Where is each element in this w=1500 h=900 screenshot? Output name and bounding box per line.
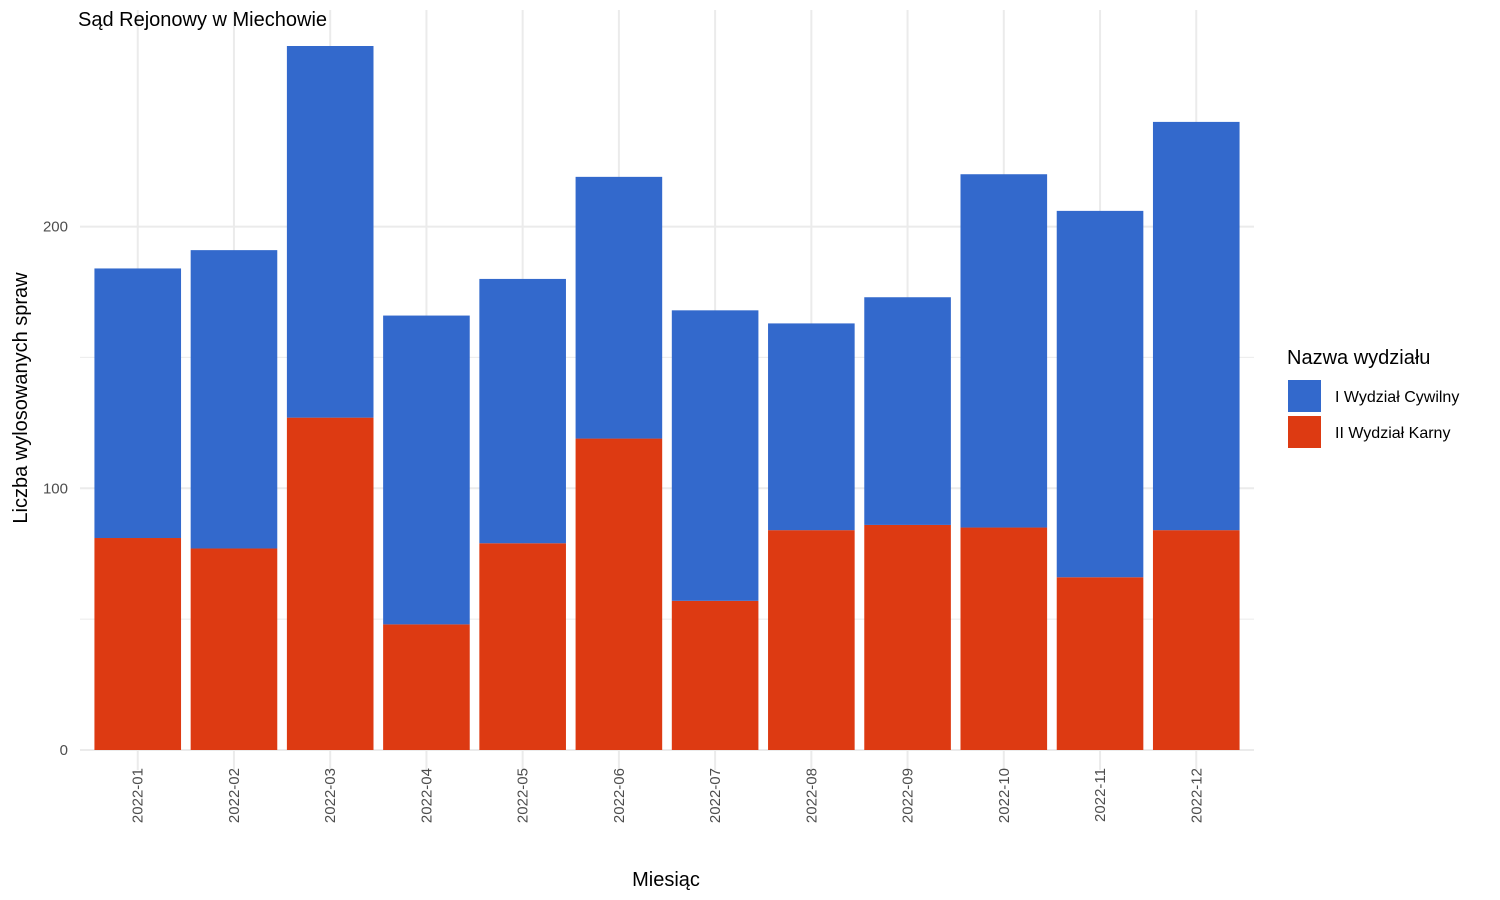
bar-segment — [864, 524, 951, 750]
y-axis-title: Liczba wylosowanych spraw — [10, 272, 32, 524]
y-axis: 0 100 200 — [43, 219, 68, 759]
legend-swatch — [1288, 416, 1321, 448]
bar-segment — [768, 323, 855, 531]
bar-segment — [1056, 210, 1144, 578]
x-tick-label: 2022-08 — [803, 768, 820, 823]
bar-segment — [671, 600, 759, 750]
x-tick-label: 2022-04 — [418, 768, 435, 823]
chart-title: Sąd Rejonowy w Miechowie — [78, 9, 327, 31]
bar-segment — [94, 268, 182, 539]
legend: Nazwa wydziału I Wydział Cywilny II Wydzi… — [1287, 347, 1459, 448]
legend-label: I Wydział Cywilny — [1335, 389, 1459, 406]
bar-segment — [383, 315, 470, 625]
y-tick-label: 200 — [43, 219, 68, 236]
bar-segment — [94, 538, 182, 750]
bar-segment — [286, 46, 374, 418]
x-tick-label: 2022-06 — [611, 768, 628, 823]
x-tick-label: 2022-05 — [515, 768, 532, 823]
bars-layer — [94, 46, 1240, 750]
bar-segment — [1152, 121, 1240, 531]
bar-segment — [960, 174, 1048, 528]
x-axis: 2022-01 2022-02 2022-03 2022-04 2022-05 2022-… — [130, 768, 1206, 823]
x-tick-label: 2022-02 — [226, 768, 243, 823]
bar-segment — [479, 278, 566, 544]
y-tick-label: 0 — [60, 742, 68, 759]
bar-segment — [575, 438, 663, 750]
x-tick-label: 2022-12 — [1188, 768, 1205, 823]
bar-segment — [960, 527, 1048, 750]
bar-segment — [286, 417, 374, 750]
bar-segment — [1056, 577, 1144, 750]
x-tick-label: 2022-03 — [322, 768, 339, 823]
bar-segment — [1152, 530, 1240, 750]
legend-title: Nazwa wydziału — [1287, 347, 1430, 369]
x-tick-label: 2022-01 — [130, 768, 147, 823]
bar-segment — [383, 624, 470, 750]
bar-segment — [864, 297, 951, 525]
x-tick-label: 2022-07 — [707, 768, 724, 823]
y-tick-label: 100 — [43, 480, 68, 497]
x-axis-title: Miesiąc — [632, 869, 700, 891]
bar-segment — [190, 548, 278, 750]
x-tick-label: 2022-09 — [900, 768, 917, 823]
bar-segment — [575, 176, 663, 439]
bar-segment — [190, 250, 278, 549]
bar-segment — [671, 310, 759, 601]
x-tick-label: 2022-10 — [996, 768, 1013, 823]
x-tick-label: 2022-11 — [1092, 768, 1109, 822]
legend-swatch — [1288, 380, 1321, 412]
bar-segment — [768, 530, 855, 750]
bar-segment — [479, 543, 566, 750]
legend-label: II Wydział Karny — [1335, 425, 1450, 442]
